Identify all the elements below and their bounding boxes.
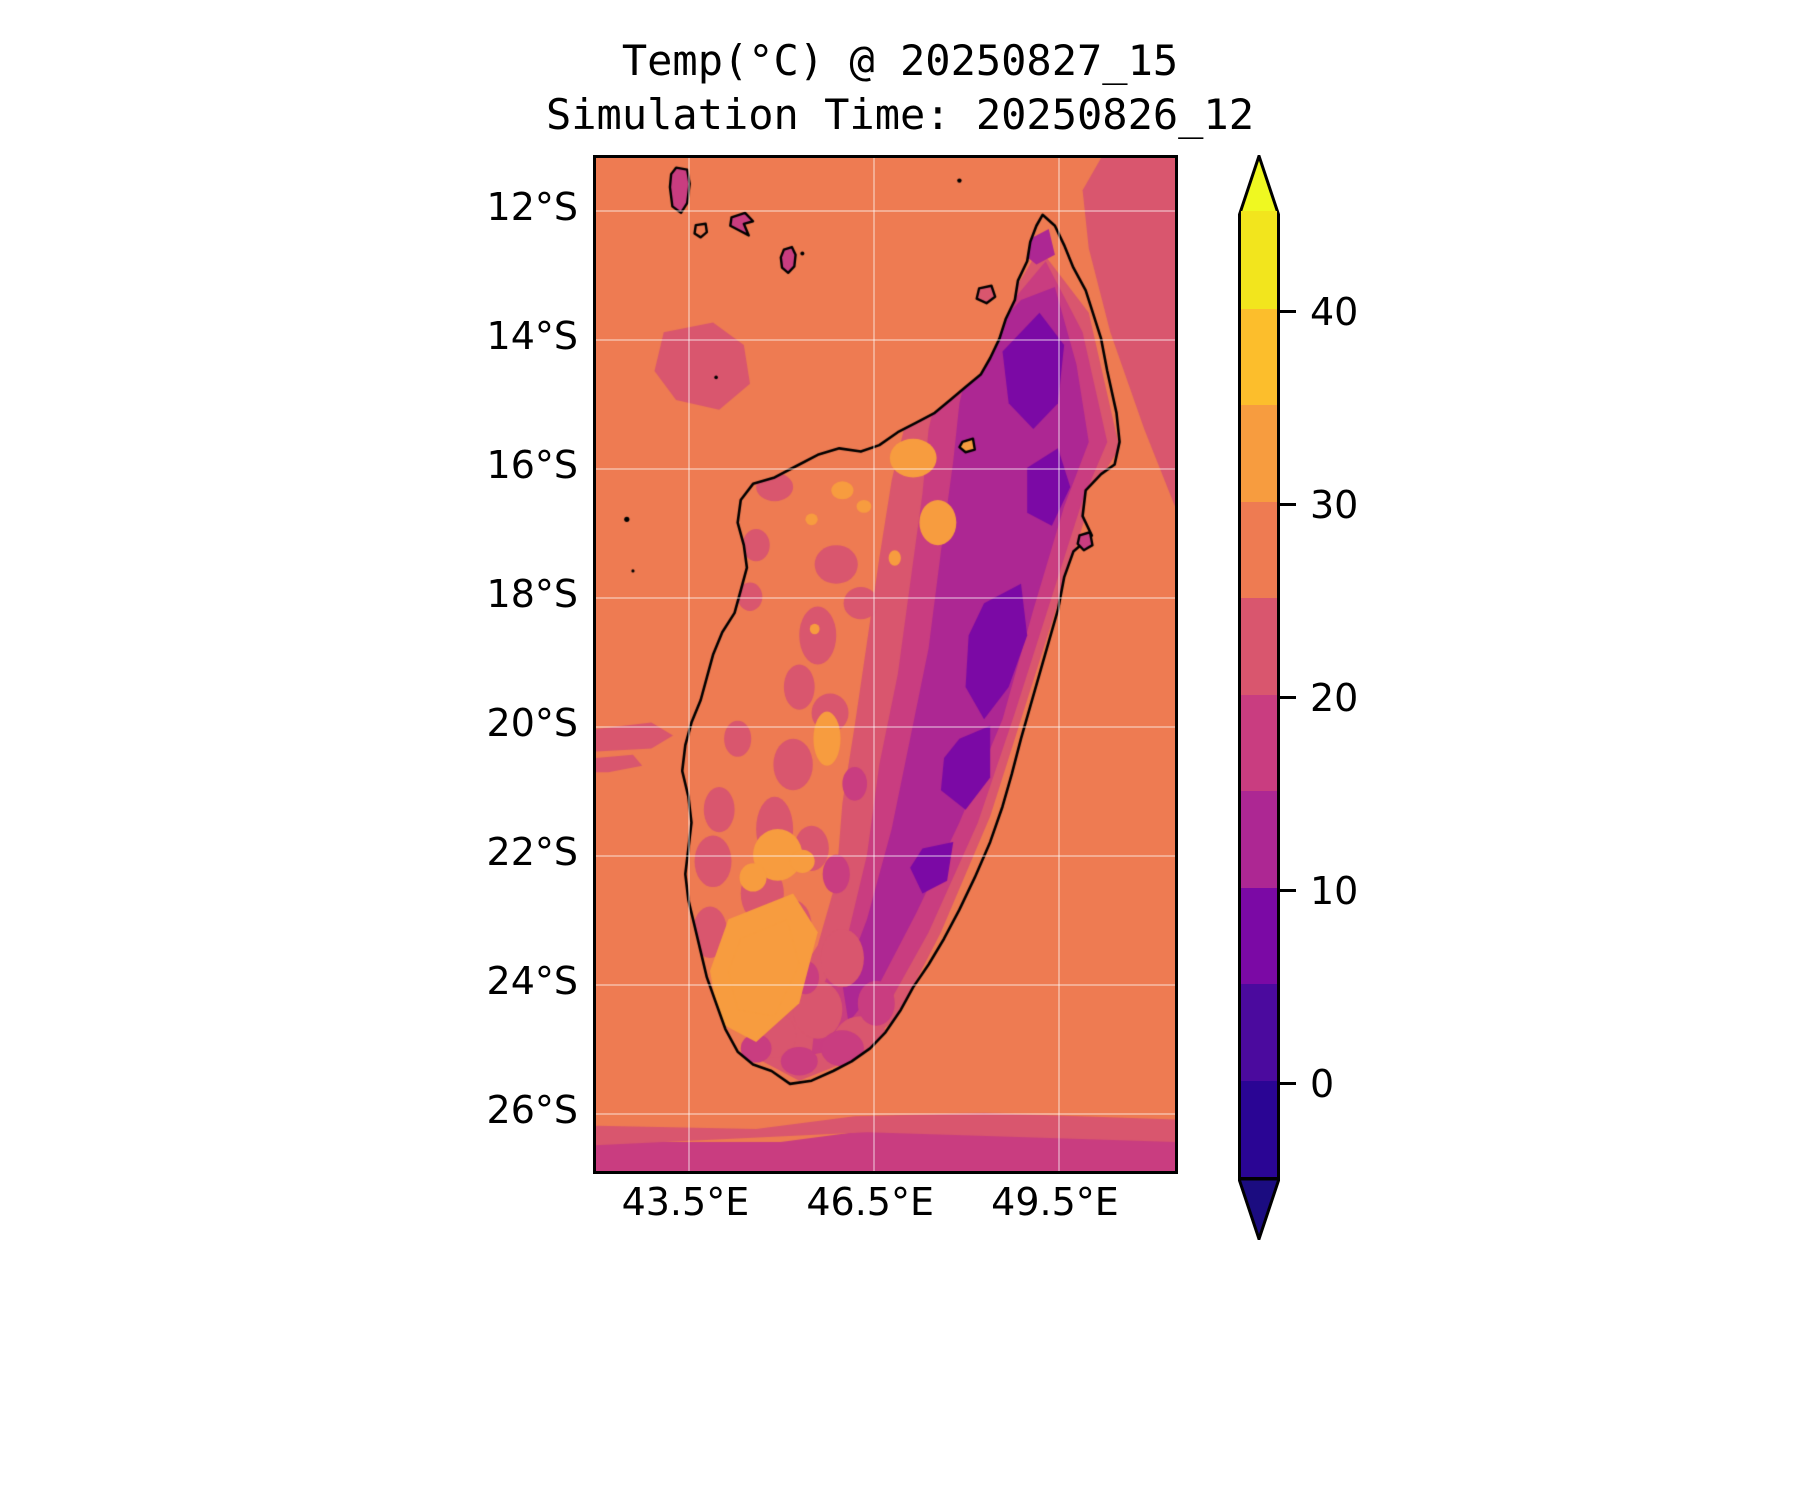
y-tick-label: 24°S (486, 958, 578, 1003)
colorbar-band (1241, 307, 1277, 405)
gridline-horizontal (596, 854, 1175, 857)
colorbar-band (1241, 693, 1277, 791)
colorbar-band (1241, 886, 1277, 984)
figure-title: Temp(°C) @ 20250827_15 Simulation Time: … (0, 34, 1800, 142)
gridline-horizontal (596, 596, 1175, 599)
temperature-contour-field (596, 158, 1175, 1171)
gridline-vertical (688, 158, 691, 1171)
y-tick-label: 12°S (486, 184, 578, 229)
title-line-simulation-time: Simulation Time: 20250826_12 (545, 90, 1254, 139)
colorbar: 0 10 20 30 40 (1238, 155, 1358, 1240)
gridline-horizontal (596, 983, 1175, 986)
gridline-horizontal (596, 338, 1175, 341)
colorbar-band (1241, 500, 1277, 598)
title-line-variable-time: Temp(°C) @ 20250827_15 (621, 36, 1179, 85)
gridline-vertical (1057, 158, 1060, 1171)
colorbar-tick-label: 0 (1310, 1061, 1335, 1106)
colorbar-band (1241, 790, 1277, 888)
colorbar-tick-label: 20 (1310, 675, 1359, 720)
map-axes (593, 155, 1178, 1174)
colorbar-tick-mark (1280, 696, 1296, 699)
gridline-horizontal (596, 725, 1175, 728)
colorbar-over-arrow (1238, 155, 1280, 217)
colorbar-under-arrow (1238, 1178, 1280, 1240)
y-tick-label: 26°S (486, 1087, 578, 1132)
colorbar-tick-mark (1280, 1082, 1296, 1085)
x-tick-label: 49.5°E (991, 1180, 1119, 1224)
gridline-horizontal (596, 1112, 1175, 1115)
gridline-horizontal (596, 209, 1175, 212)
colorbar-tick-mark (1280, 889, 1296, 892)
colorbar-tick-label: 40 (1310, 289, 1359, 334)
colorbar-bands (1238, 211, 1280, 1180)
y-tick-label: 18°S (486, 571, 578, 616)
y-tick-label: 14°S (486, 313, 578, 358)
y-tick-label: 22°S (486, 829, 578, 874)
gridline-vertical (873, 158, 876, 1171)
gridline-horizontal (596, 467, 1175, 470)
colorbar-band (1241, 1079, 1277, 1177)
colorbar-tick-mark (1280, 503, 1296, 506)
colorbar-band (1241, 211, 1277, 309)
colorbar-tick-label: 30 (1310, 482, 1359, 527)
colorbar-band (1241, 983, 1277, 1081)
y-tick-label: 20°S (486, 700, 578, 745)
y-tick-label: 16°S (486, 442, 578, 487)
x-tick-label: 46.5°E (806, 1180, 934, 1224)
colorbar-band (1241, 597, 1277, 695)
colorbar-band (1241, 404, 1277, 502)
x-tick-label: 43.5°E (621, 1180, 750, 1224)
colorbar-tick-label: 10 (1310, 868, 1359, 913)
colorbar-tick-mark (1280, 310, 1296, 313)
